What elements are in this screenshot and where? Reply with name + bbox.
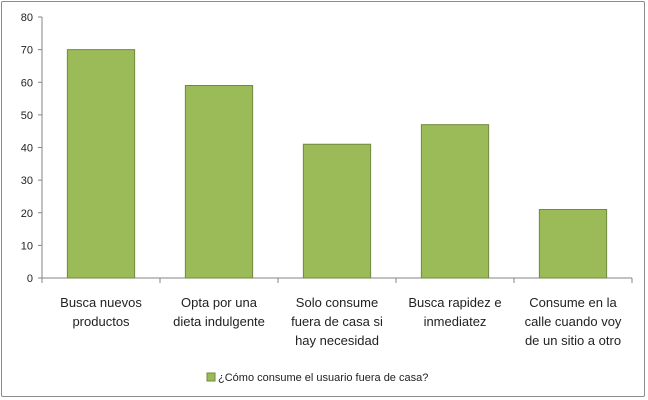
bar bbox=[66, 49, 136, 279]
category-labels: Busca nuevos productos Opta por una dieta i… bbox=[60, 295, 622, 348]
y-tick-label: 10 bbox=[21, 240, 33, 252]
y-tick-label: 50 bbox=[21, 110, 33, 122]
x-category-label: Busca nuevos productos bbox=[60, 295, 142, 329]
bar bbox=[420, 124, 490, 279]
x-category-label: Busca rapidez e inmediatez bbox=[408, 295, 501, 329]
y-tick-label: 60 bbox=[21, 77, 33, 89]
legend: ¿Cómo consume el usuario fuera de casa? bbox=[206, 372, 428, 384]
y-tick-label: 30 bbox=[21, 175, 33, 187]
y-tick-label: 80 bbox=[21, 12, 33, 24]
y-tick-label: 0 bbox=[27, 273, 33, 285]
y-tick-label: 40 bbox=[21, 143, 33, 155]
x-category-label: Solo consume fuera de casa si hay necesida… bbox=[291, 295, 383, 348]
legend-swatch bbox=[206, 372, 216, 382]
bar bbox=[302, 143, 372, 279]
y-tick-label: 70 bbox=[21, 45, 33, 57]
x-category-label: Consume en la calle cuando voy de un sitio… bbox=[525, 295, 622, 348]
bar-series bbox=[66, 49, 608, 279]
x-axis bbox=[41, 277, 633, 283]
x-category-label: Opta por una dieta indulgente bbox=[173, 295, 265, 329]
y-tick-label: 20 bbox=[21, 208, 33, 220]
bar bbox=[538, 208, 608, 279]
bar bbox=[184, 85, 254, 279]
y-axis: 0 10 20 30 40 50 60 70 80 bbox=[21, 12, 43, 285]
legend-label: ¿Cómo consume el usuario fuera de casa? bbox=[218, 372, 428, 384]
